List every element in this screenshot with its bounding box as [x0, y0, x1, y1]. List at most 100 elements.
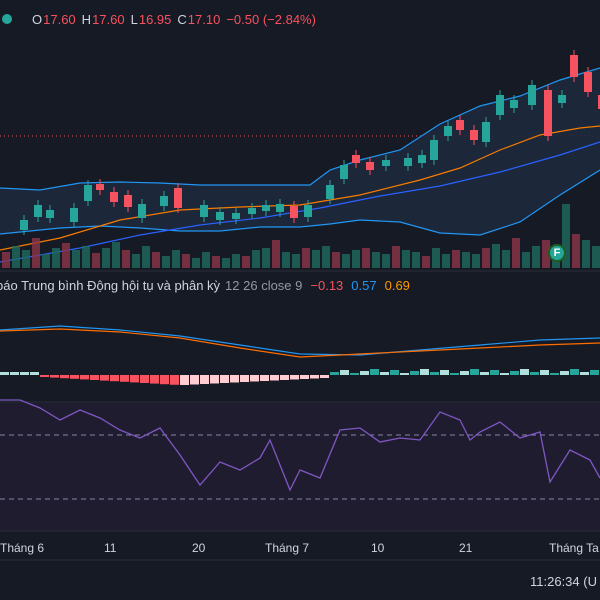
volume-bar: [102, 248, 110, 268]
macd-histogram-bar: [220, 375, 229, 383]
macd-histogram-bar: [430, 372, 439, 375]
volume-bar: [202, 252, 210, 268]
volume-bar: [582, 240, 590, 268]
macd-histogram-bar: [190, 375, 199, 385]
low-value: 16.95: [138, 11, 172, 27]
volume-bar: [172, 250, 180, 268]
candle-body: [528, 85, 536, 105]
volume-bar: [192, 258, 200, 268]
macd-histogram-bar: [250, 375, 259, 382]
macd-legend[interactable]: báo Trung bình Động hội tụ và phân kỳ 12…: [0, 276, 410, 294]
bollinger-band-fill: [0, 68, 600, 235]
open-label: O: [32, 11, 43, 27]
macd-histogram-bar: [300, 375, 309, 379]
candle-body: [366, 162, 374, 170]
moving-average-blue: [0, 141, 600, 263]
volume-bar: [452, 250, 460, 268]
volume-bar: [532, 246, 540, 268]
volume-bar: [252, 250, 260, 268]
candle-body: [110, 192, 118, 202]
macd-histogram-bar: [490, 370, 499, 375]
moving-average-orange: [0, 125, 600, 251]
rsi-pane-background: [0, 403, 600, 531]
macd-histogram-bar: [550, 373, 559, 375]
volume-bar: [332, 252, 340, 268]
volume-bar: [262, 248, 270, 268]
volume-bar: [352, 250, 360, 268]
macd-histogram-bar: [200, 375, 209, 384]
volume-bar: [182, 254, 190, 268]
volume-bar: [132, 254, 140, 268]
close-label: C: [177, 11, 187, 27]
clock: 11:26:34 (U: [530, 574, 597, 589]
macd-histogram-bar: [210, 375, 219, 384]
macd-params: 12 26 close 9: [225, 277, 303, 293]
candle-body: [232, 213, 240, 219]
macd-histogram-bar: [310, 375, 319, 379]
volume-bar: [232, 254, 240, 268]
macd-line: [0, 325, 600, 356]
macd-histogram-bar: [60, 375, 69, 379]
candle-body: [262, 205, 270, 211]
macd-histogram-bar: [530, 372, 539, 375]
candle-body: [430, 140, 438, 160]
candle-body: [46, 210, 54, 218]
time-axis-label: 11: [104, 541, 117, 555]
volume-bar: [282, 252, 290, 268]
macd-histogram-bar: [400, 373, 409, 375]
macd-histogram-bar: [170, 375, 179, 385]
candle-body: [340, 165, 348, 179]
volume-bar: [272, 240, 280, 268]
volume-bar: [302, 248, 310, 268]
macd-histogram-bar: [480, 372, 489, 375]
time-axis-label: Tháng 6: [0, 541, 45, 555]
time-axis-label: 21: [459, 541, 473, 555]
macd-histogram-bar: [440, 370, 449, 375]
macd-histogram-bar: [420, 369, 429, 375]
macd-histogram-bar: [70, 375, 79, 379]
candle-body: [418, 155, 426, 163]
candle-body: [326, 185, 334, 199]
volume-bar: [12, 246, 20, 268]
candle-body: [570, 55, 578, 77]
time-axis[interactable]: Tháng 6 11 20 Tháng 7 10 21 Tháng Ta: [0, 532, 600, 560]
macd-histogram-bar: [120, 375, 129, 382]
macd-histogram-bar: [370, 369, 379, 375]
volume-bar: [412, 252, 420, 268]
macd-histogram-bar: [510, 371, 519, 375]
macd-histogram-bar: [90, 375, 99, 380]
volume-bar: [542, 240, 550, 268]
candle-body: [496, 95, 504, 115]
macd-histogram-bar: [80, 375, 89, 380]
volume-bar: [382, 254, 390, 268]
volume-bar: [152, 252, 160, 268]
candle-body: [482, 122, 490, 142]
volume-bar: [142, 246, 150, 268]
candle-body: [510, 100, 518, 108]
volume-bar: [472, 254, 480, 268]
volume-bar: [122, 250, 130, 268]
volume-bar: [422, 256, 430, 268]
ohlc-legend: O 17.60 H 17.60 L 16.95 C 17.10 −0.50 (−2.84…: [0, 10, 322, 28]
macd-histogram-bar: [0, 372, 9, 375]
macd-histogram-bar: [450, 373, 459, 375]
high-label: H: [81, 11, 92, 27]
macd-title: báo Trung bình Động hội tụ và phân kỳ: [0, 277, 221, 293]
candle-body: [558, 95, 566, 103]
volume-bar: [32, 238, 40, 268]
volume-bar: [222, 258, 230, 268]
candle-body: [404, 158, 412, 166]
financials-marker[interactable]: F: [548, 244, 566, 262]
candle-body: [584, 72, 592, 92]
candle-body: [598, 95, 600, 109]
macd-histogram-bar: [10, 372, 19, 375]
macd-histogram-bar: [380, 372, 389, 375]
macd-histogram-bar: [570, 369, 579, 375]
macd-histogram-bar: [150, 375, 159, 384]
candle-body: [84, 185, 92, 201]
low-label: L: [130, 11, 138, 27]
volume-bar: [322, 246, 330, 268]
candle-body: [200, 205, 208, 217]
